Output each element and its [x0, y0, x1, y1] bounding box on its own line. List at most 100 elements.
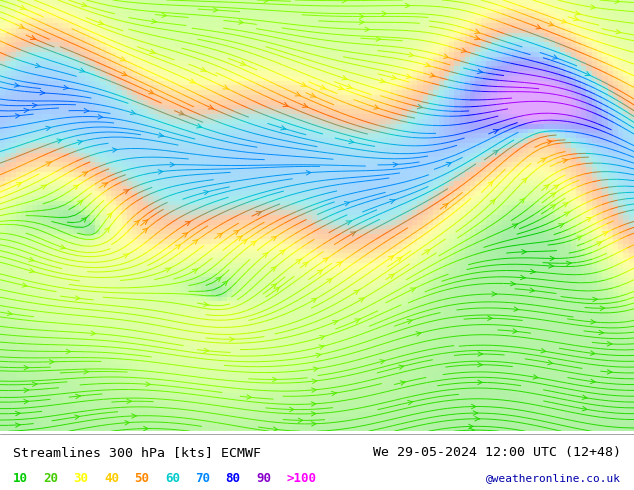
FancyArrowPatch shape — [123, 254, 128, 258]
FancyArrowPatch shape — [530, 288, 534, 293]
FancyArrowPatch shape — [319, 345, 324, 349]
FancyArrowPatch shape — [564, 212, 569, 216]
FancyArrowPatch shape — [57, 139, 62, 143]
FancyArrowPatch shape — [493, 129, 498, 134]
FancyArrowPatch shape — [548, 360, 553, 365]
FancyArrowPatch shape — [82, 217, 87, 222]
Text: 10: 10 — [13, 472, 28, 485]
FancyArrowPatch shape — [295, 92, 301, 96]
FancyArrowPatch shape — [63, 85, 68, 90]
FancyArrowPatch shape — [550, 256, 555, 261]
FancyArrowPatch shape — [349, 139, 354, 144]
FancyArrowPatch shape — [150, 49, 155, 53]
FancyArrowPatch shape — [124, 190, 129, 194]
FancyArrowPatch shape — [24, 399, 29, 404]
FancyArrowPatch shape — [374, 105, 379, 109]
FancyArrowPatch shape — [15, 423, 20, 427]
FancyArrowPatch shape — [296, 259, 301, 264]
FancyArrowPatch shape — [382, 11, 387, 16]
FancyArrowPatch shape — [7, 311, 12, 316]
FancyArrowPatch shape — [185, 221, 191, 226]
FancyArrowPatch shape — [49, 360, 54, 364]
FancyArrowPatch shape — [548, 22, 553, 26]
FancyArrowPatch shape — [359, 14, 364, 19]
FancyArrowPatch shape — [338, 85, 344, 90]
FancyArrowPatch shape — [376, 37, 380, 41]
FancyArrowPatch shape — [520, 198, 525, 203]
FancyArrowPatch shape — [201, 67, 206, 72]
Text: 40: 40 — [104, 472, 119, 485]
FancyArrowPatch shape — [544, 185, 549, 189]
FancyArrowPatch shape — [533, 375, 538, 379]
FancyArrowPatch shape — [264, 0, 269, 2]
FancyArrowPatch shape — [22, 283, 27, 287]
FancyArrowPatch shape — [408, 400, 413, 405]
FancyArrowPatch shape — [590, 351, 595, 355]
FancyArrowPatch shape — [303, 262, 308, 267]
FancyArrowPatch shape — [514, 307, 519, 311]
FancyArrowPatch shape — [146, 382, 150, 386]
FancyArrowPatch shape — [547, 140, 552, 144]
FancyArrowPatch shape — [46, 162, 51, 166]
FancyArrowPatch shape — [563, 203, 568, 207]
FancyArrowPatch shape — [615, 0, 620, 3]
FancyArrowPatch shape — [600, 306, 605, 311]
FancyArrowPatch shape — [29, 257, 34, 261]
FancyArrowPatch shape — [446, 162, 451, 167]
FancyArrowPatch shape — [247, 395, 252, 399]
FancyArrowPatch shape — [273, 427, 278, 431]
Text: 30: 30 — [74, 472, 89, 485]
FancyArrowPatch shape — [573, 17, 578, 21]
Text: We 29-05-2024 12:00 UTC (12+48): We 29-05-2024 12:00 UTC (12+48) — [373, 446, 621, 459]
FancyArrowPatch shape — [591, 5, 595, 9]
Text: Streamlines 300 hPa [kts] ECMWF: Streamlines 300 hPa [kts] ECMWF — [13, 446, 261, 459]
FancyArrowPatch shape — [337, 262, 342, 267]
FancyArrowPatch shape — [389, 274, 394, 279]
FancyArrowPatch shape — [30, 35, 36, 40]
FancyArrowPatch shape — [20, 5, 25, 9]
FancyArrowPatch shape — [582, 407, 587, 411]
FancyArrowPatch shape — [359, 20, 364, 24]
FancyArrowPatch shape — [306, 171, 311, 175]
Text: 80: 80 — [226, 472, 241, 485]
FancyArrowPatch shape — [281, 125, 286, 130]
FancyArrowPatch shape — [390, 199, 395, 204]
FancyArrowPatch shape — [585, 72, 590, 75]
FancyArrowPatch shape — [122, 72, 127, 75]
FancyArrowPatch shape — [223, 85, 228, 89]
FancyArrowPatch shape — [192, 269, 198, 273]
FancyArrowPatch shape — [317, 270, 323, 274]
FancyArrowPatch shape — [152, 19, 157, 24]
FancyArrowPatch shape — [84, 108, 89, 113]
FancyArrowPatch shape — [586, 218, 592, 221]
FancyArrowPatch shape — [575, 11, 580, 15]
FancyArrowPatch shape — [493, 150, 498, 155]
FancyArrowPatch shape — [550, 204, 556, 209]
FancyArrowPatch shape — [602, 232, 608, 236]
FancyArrowPatch shape — [311, 388, 316, 392]
FancyArrowPatch shape — [148, 90, 154, 94]
FancyArrowPatch shape — [548, 264, 553, 268]
FancyArrowPatch shape — [256, 212, 261, 216]
FancyArrowPatch shape — [193, 240, 198, 244]
FancyArrowPatch shape — [105, 227, 110, 232]
FancyArrowPatch shape — [223, 281, 228, 286]
FancyArrowPatch shape — [347, 84, 352, 89]
FancyArrowPatch shape — [102, 183, 107, 187]
FancyArrowPatch shape — [66, 349, 71, 354]
FancyArrowPatch shape — [320, 336, 325, 340]
FancyArrowPatch shape — [417, 104, 422, 109]
FancyArrowPatch shape — [16, 183, 22, 187]
FancyArrowPatch shape — [170, 162, 175, 167]
Text: 60: 60 — [165, 472, 180, 485]
FancyArrowPatch shape — [478, 352, 482, 356]
FancyArrowPatch shape — [599, 330, 604, 335]
FancyArrowPatch shape — [208, 105, 214, 109]
FancyArrowPatch shape — [582, 395, 587, 399]
FancyArrowPatch shape — [234, 230, 239, 235]
FancyArrowPatch shape — [32, 103, 37, 108]
FancyArrowPatch shape — [490, 199, 495, 204]
FancyArrowPatch shape — [98, 115, 103, 119]
FancyArrowPatch shape — [98, 21, 103, 24]
FancyArrowPatch shape — [510, 281, 515, 286]
